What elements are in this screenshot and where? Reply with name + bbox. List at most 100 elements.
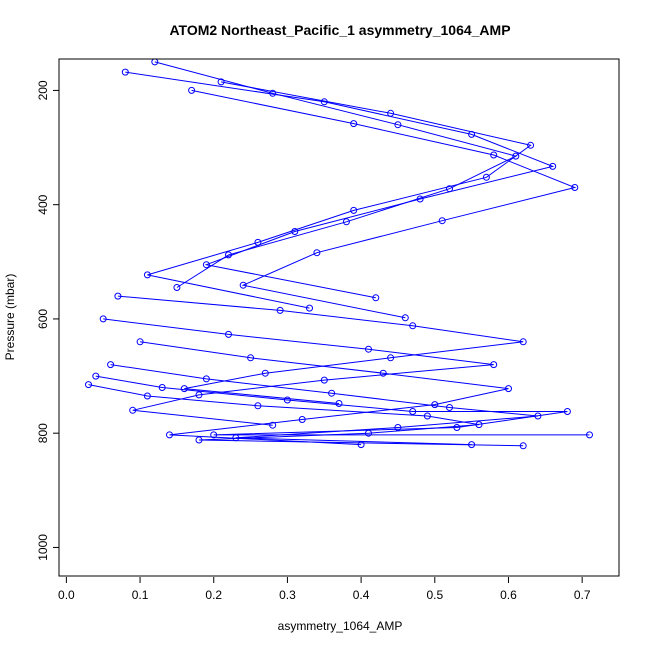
data-layer xyxy=(85,58,593,450)
data-point xyxy=(99,315,107,323)
x-tick-label: 0.3 xyxy=(279,588,296,602)
data-point xyxy=(158,384,166,391)
data-point xyxy=(328,389,336,397)
profile-line-2 xyxy=(147,81,532,309)
data-point xyxy=(143,271,151,279)
data-point xyxy=(320,376,328,384)
data-point xyxy=(446,404,453,411)
x-tick-label: 0.4 xyxy=(353,588,370,602)
data-point xyxy=(195,436,203,444)
data-point xyxy=(549,162,557,170)
data-point xyxy=(121,68,129,76)
data-point xyxy=(306,304,313,312)
data-point xyxy=(519,442,527,450)
data-point xyxy=(85,381,92,389)
profile-line-7 xyxy=(110,364,538,446)
y-tick-label: 200 xyxy=(36,80,50,100)
profile-line-4 xyxy=(117,295,524,404)
x-tick-label: 0.5 xyxy=(426,588,443,602)
data-point xyxy=(571,184,579,191)
data-point xyxy=(114,292,122,300)
data-point xyxy=(188,86,196,94)
x-tick-label: 0.6 xyxy=(500,588,517,602)
x-axis-label: asymmetry_1064_AMP xyxy=(278,619,403,633)
data-point xyxy=(387,354,395,362)
data-point xyxy=(409,408,417,415)
data-point xyxy=(519,338,527,346)
data-point xyxy=(217,78,225,86)
data-point xyxy=(438,217,446,225)
x-tick-label: 0.1 xyxy=(132,588,149,602)
profile-line-8 xyxy=(95,375,590,436)
data-point xyxy=(379,369,387,377)
y-tick-label: 400 xyxy=(36,194,50,214)
profile-line-5 xyxy=(103,318,494,426)
data-point xyxy=(180,385,188,393)
data-point xyxy=(490,151,498,159)
y-axis: 200 400 600 800 1000 xyxy=(36,80,59,561)
data-point xyxy=(527,141,535,149)
data-point xyxy=(350,206,358,214)
data-point xyxy=(202,375,210,383)
y-tick-label: 800 xyxy=(36,423,50,443)
data-point xyxy=(372,294,380,302)
data-point xyxy=(394,121,402,129)
data-point xyxy=(409,322,417,330)
data-point xyxy=(195,391,203,399)
data-point xyxy=(365,345,372,353)
data-point xyxy=(92,372,100,380)
data-point xyxy=(210,431,218,439)
data-point xyxy=(401,314,409,322)
data-point xyxy=(129,406,137,414)
data-point xyxy=(136,338,144,346)
data-point xyxy=(298,416,306,423)
plot-frame xyxy=(58,58,620,577)
profile-line-9 xyxy=(88,384,524,447)
data-point xyxy=(173,284,181,291)
data-point xyxy=(482,173,490,181)
data-point xyxy=(261,369,269,377)
x-axis: 0.0 0.1 0.2 0.3 0.4 0.5 0.6 0.7 xyxy=(58,577,591,602)
profile-line-3 xyxy=(191,89,577,319)
y-axis-label: Pressure (mbar) xyxy=(3,274,17,361)
profile-line-1 xyxy=(125,71,555,299)
data-point xyxy=(586,431,593,439)
data-point xyxy=(453,424,461,431)
data-point xyxy=(283,396,291,404)
data-point xyxy=(239,281,247,289)
data-point xyxy=(143,392,151,400)
x-tick-label: 0.0 xyxy=(58,588,75,602)
data-point xyxy=(490,361,498,369)
data-point xyxy=(365,429,372,437)
y-tick-label: 600 xyxy=(36,309,50,329)
x-tick-label: 0.2 xyxy=(205,588,222,602)
data-point xyxy=(335,400,343,407)
data-point xyxy=(107,361,115,369)
data-point xyxy=(225,330,232,338)
data-point xyxy=(563,408,571,415)
data-point xyxy=(342,218,350,226)
data-point xyxy=(269,421,277,429)
data-point xyxy=(276,306,284,314)
data-point xyxy=(254,402,262,410)
data-point xyxy=(202,261,210,269)
data-point xyxy=(431,401,439,409)
data-point xyxy=(505,385,512,393)
profile-line-0 xyxy=(154,61,518,288)
data-point xyxy=(166,431,173,439)
data-point xyxy=(416,195,424,203)
y-tick-label: 1000 xyxy=(36,534,50,561)
data-point xyxy=(254,238,262,246)
data-point xyxy=(423,412,431,420)
data-point xyxy=(512,152,520,160)
data-point xyxy=(313,249,321,257)
data-point xyxy=(387,109,395,117)
profile-line-6 xyxy=(140,341,509,446)
data-point xyxy=(247,354,255,362)
chart-title: ATOM2 Northeast_Pacific_1 asymmetry_1064… xyxy=(169,22,510,38)
x-tick-label: 0.7 xyxy=(574,588,591,602)
data-point xyxy=(350,120,358,128)
data-point xyxy=(475,421,483,429)
